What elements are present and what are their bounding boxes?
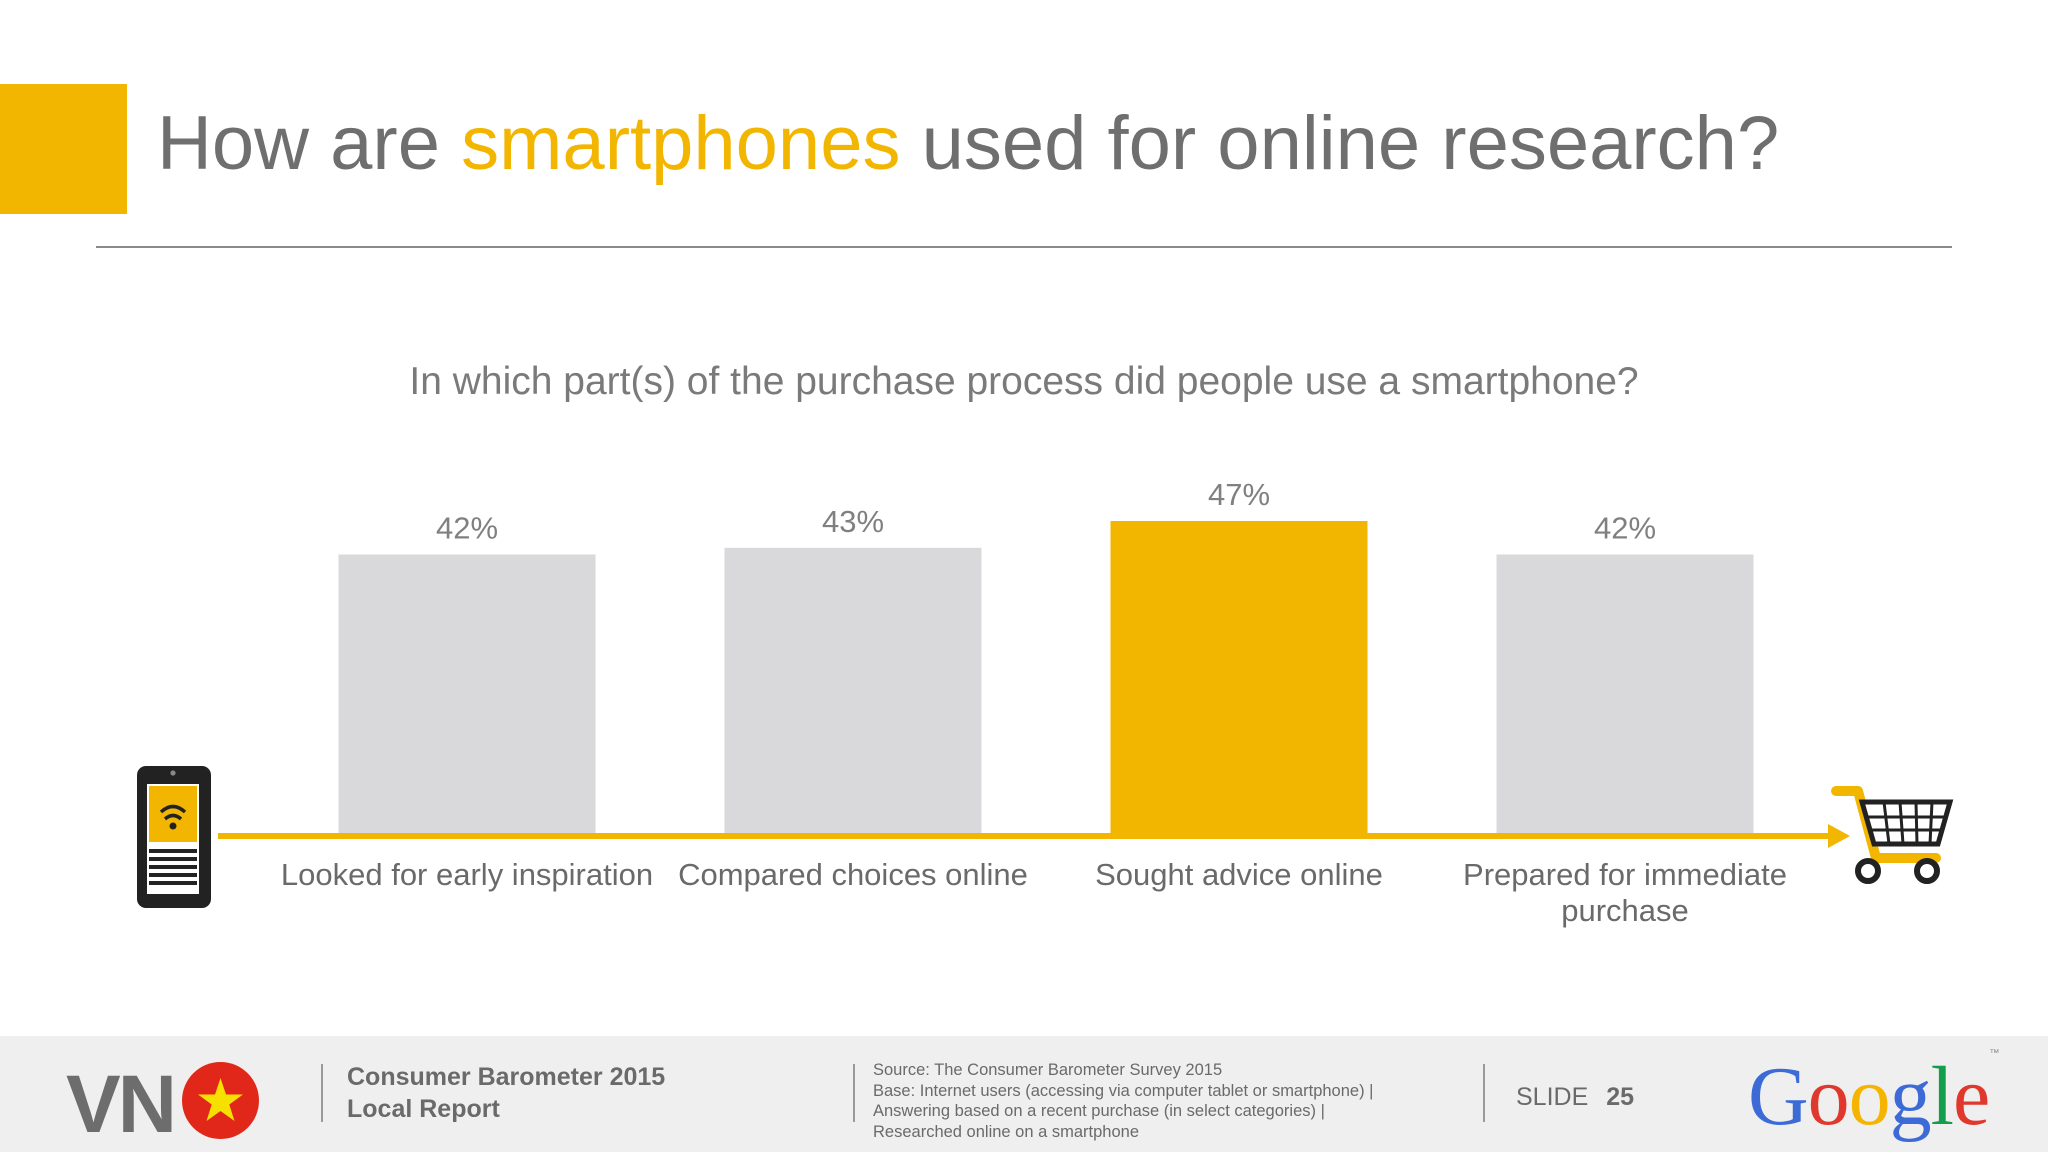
slide-label: SLIDE [1516, 1083, 1589, 1111]
report-line-2: Local Report [347, 1095, 500, 1123]
chart-question: In which part(s) of the purchase process… [409, 360, 1639, 403]
vietnam-flag-icon [182, 1062, 259, 1139]
title-accent-block [0, 84, 127, 214]
report-name: Consumer Barometer 2015 Local Report [347, 1061, 665, 1125]
value-label-3: 47% [1208, 477, 1270, 512]
category-label-2: Compared choices online [678, 857, 1028, 892]
google-logo-tm: ™ [1989, 1048, 1999, 1059]
google-logo-text: Google [1748, 1050, 1990, 1143]
title-part-1: How are [157, 101, 462, 186]
value-label-4: 42% [1594, 511, 1656, 546]
country-code: VN [66, 1059, 177, 1150]
title-divider [96, 246, 1952, 248]
page-title: How are smartphones used for online rese… [157, 100, 1779, 187]
slide-number-value: 25 [1606, 1083, 1635, 1111]
title-highlight: smartphones [461, 101, 901, 186]
footer-divider [853, 1064, 855, 1122]
bar-3 [1110, 521, 1368, 836]
category-label-1: Looked for early inspiration [281, 857, 653, 892]
report-line-1: Consumer Barometer 2015 [347, 1063, 666, 1091]
slide-number: SLIDE 25 [1516, 1083, 1634, 1112]
shopping-cart-icon [1831, 786, 1954, 884]
source-line: Researched online on a smartphone [873, 1122, 1140, 1141]
google-logo: Google™ [1748, 1048, 1999, 1145]
source-line: Answering based on a recent purchase (in… [873, 1102, 1325, 1120]
source-note: Source: The Consumer Barometer Survey 20… [873, 1060, 1373, 1142]
bar-2 [724, 547, 982, 836]
bars-group: 42% 43% 47% 42% Looked for early inspiration… [281, 477, 1787, 928]
title-part-2: used for online research? [900, 101, 1780, 186]
smartphone-wifi-icon [137, 766, 211, 908]
category-label-4: Prepared for immediate [1463, 857, 1787, 892]
timeline-arrowhead [1828, 824, 1850, 848]
bar-4 [1496, 554, 1754, 836]
value-label-2: 43% [822, 504, 884, 539]
category-label-4: purchase [1561, 893, 1689, 928]
source-line: Base: Internet users (accessing via comp… [873, 1081, 1374, 1100]
footer: VN Consumer Barometer 2015 Local Report … [0, 1036, 2048, 1152]
bar-1 [338, 554, 596, 836]
footer-divider [1483, 1064, 1485, 1122]
footer-divider [321, 1064, 323, 1122]
source-line: Source: The Consumer Barometer Survey 20… [873, 1061, 1223, 1079]
bar-chart: 42% 43% 47% 42% Looked for early inspiration… [137, 477, 1954, 928]
category-label-3: Sought advice online [1095, 857, 1383, 892]
value-label-1: 42% [436, 511, 498, 546]
